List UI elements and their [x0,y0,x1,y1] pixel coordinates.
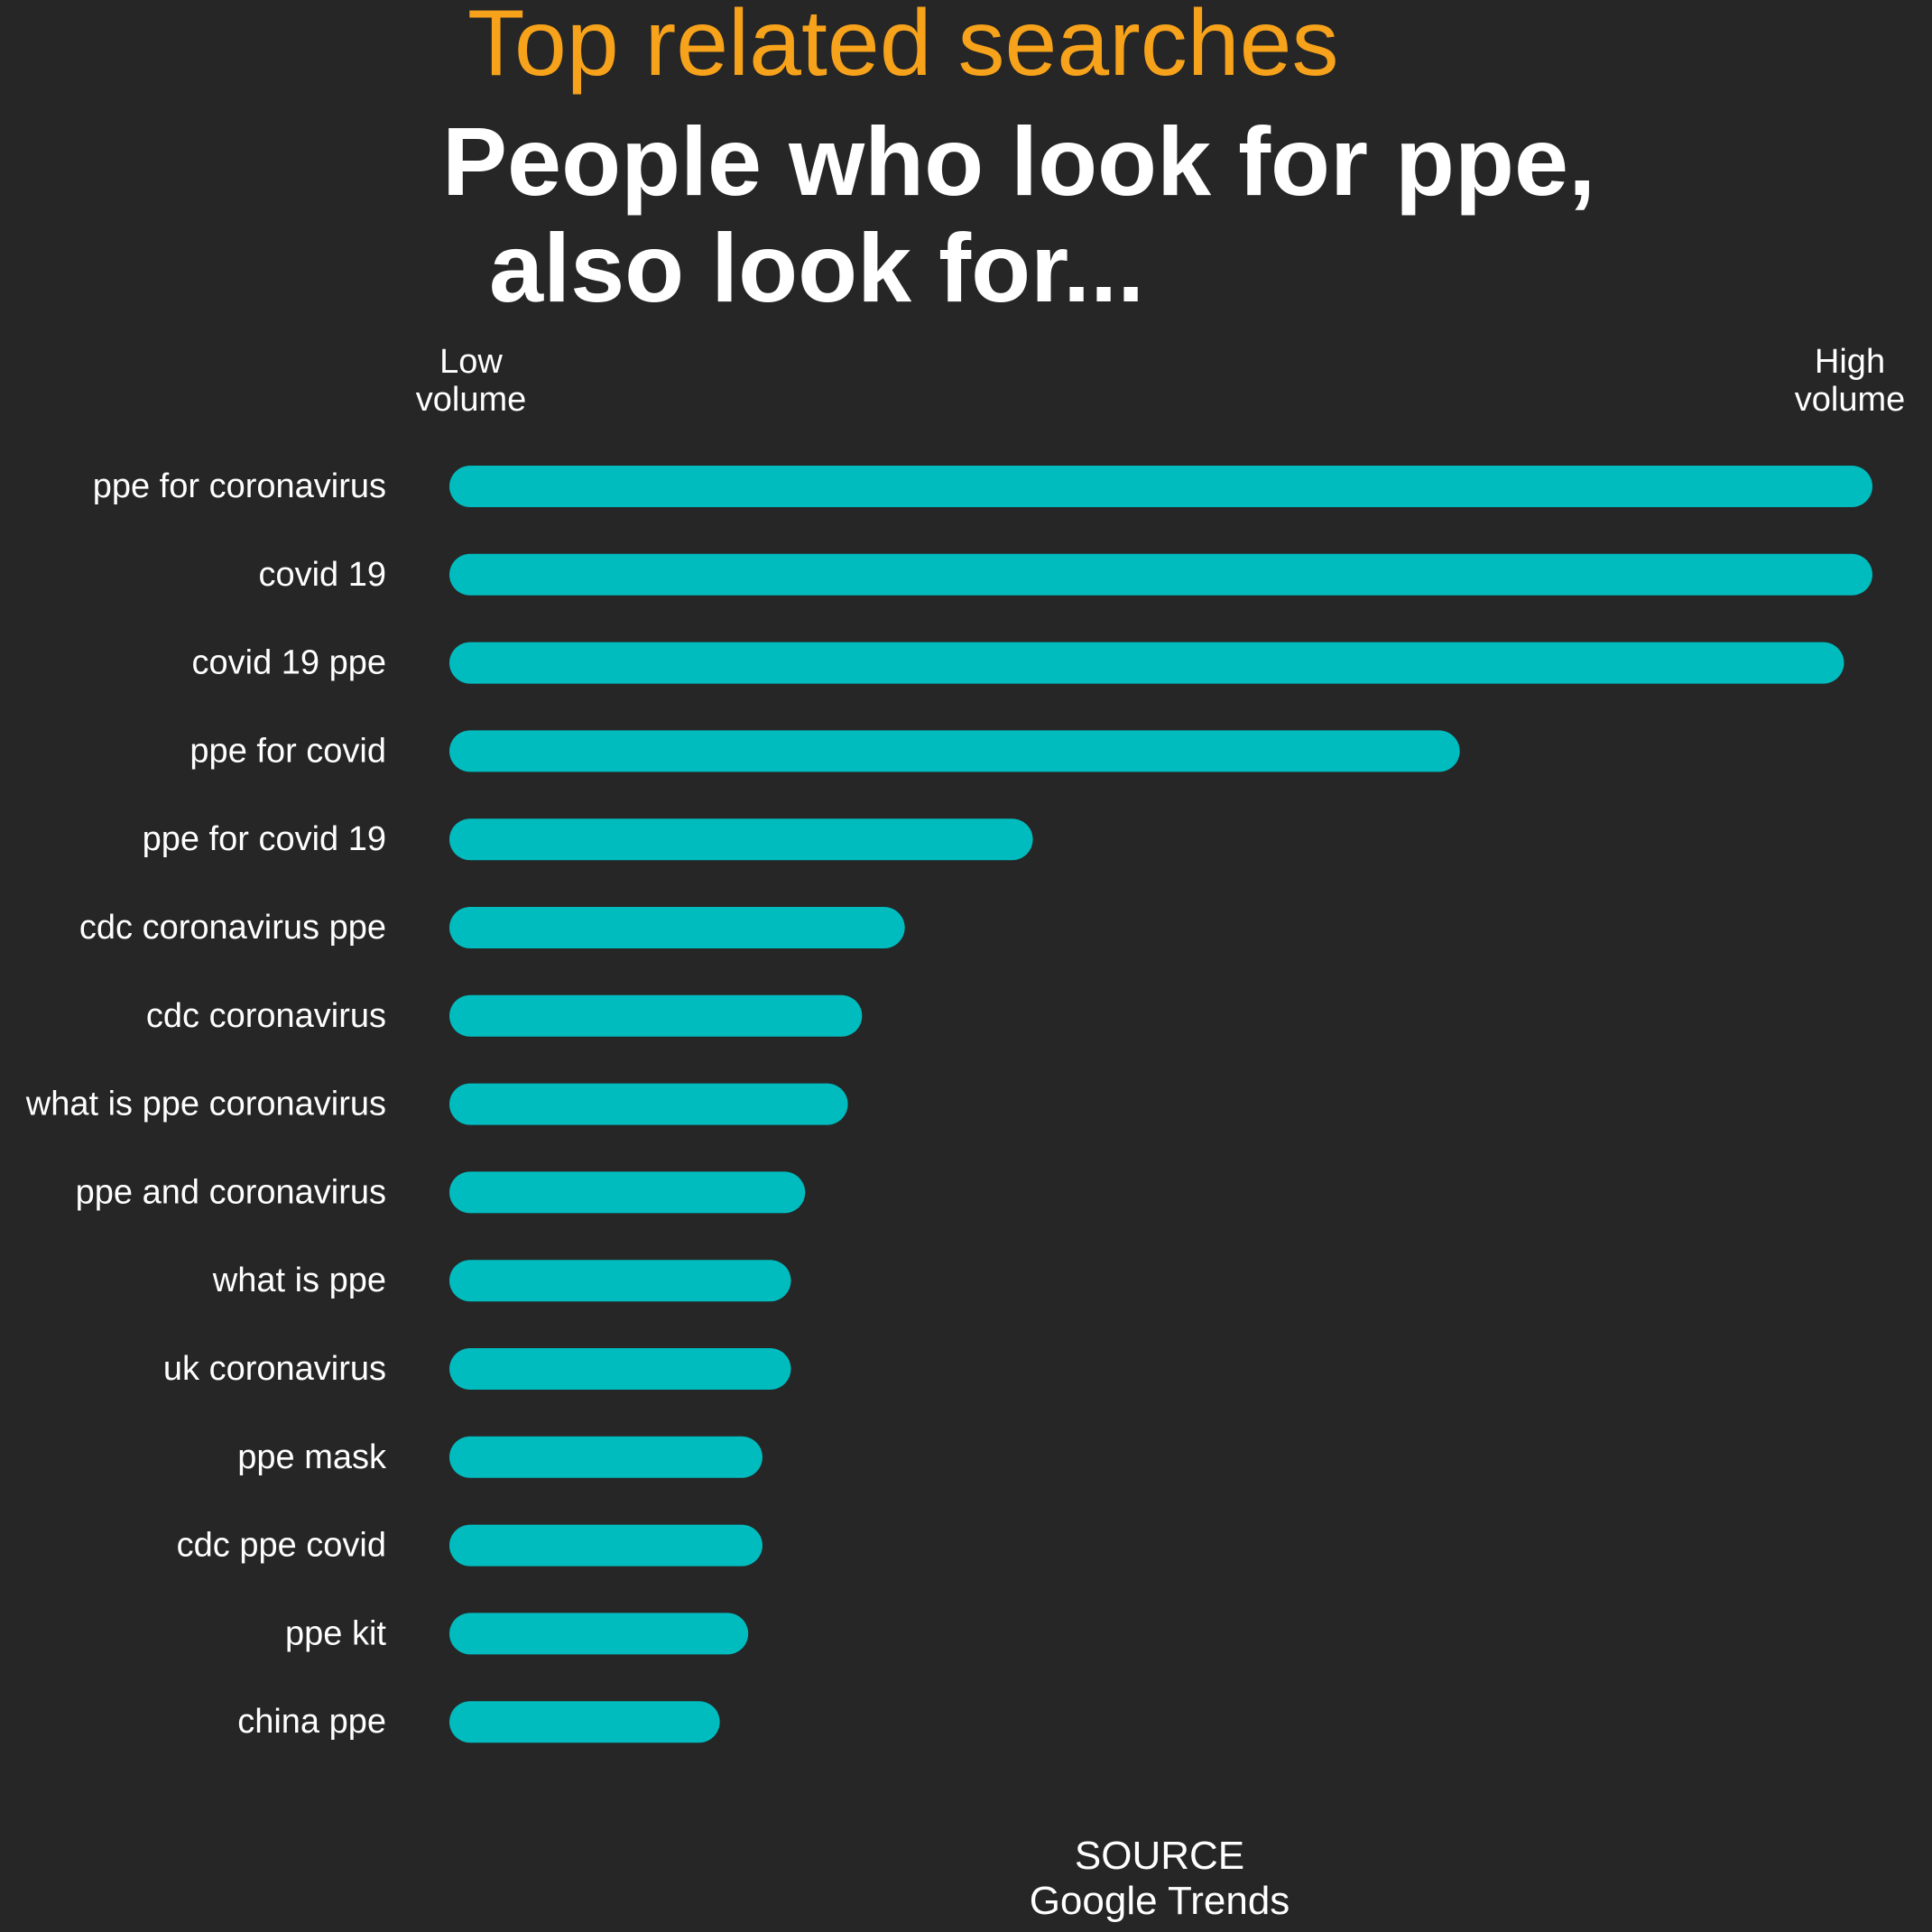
chart-kicker: Top related searches [467,0,1339,96]
bar-2 [449,642,1844,684]
source-name: Google Trends [1029,1879,1290,1923]
bar-0 [449,466,1872,507]
category-label-10: uk coronavirus [163,1350,386,1388]
bar-6 [449,994,863,1037]
low-volume-label: Low volume [415,343,527,419]
bar-4 [449,818,1033,861]
category-label-9: what is ppe [212,1262,386,1299]
bar-7 [449,1083,848,1125]
bar-11 [449,1436,763,1478]
bar-10 [449,1348,791,1390]
headline-line-2: also look for... [489,213,1145,322]
category-label-3: ppe for covid [190,732,386,770]
bar-1 [449,553,1872,596]
bar-14 [449,1701,720,1743]
category-label-14: china ppe [237,1703,386,1741]
category-label-11: ppe mask [237,1438,387,1476]
category-label-5: cdc coronavirus ppe [79,909,386,947]
bar-9 [449,1260,791,1302]
category-label-4: ppe for covid 19 [143,820,386,858]
high-volume-label: High volume [1794,343,1906,419]
headline-line-1: People who look for ppe, [442,106,1596,216]
category-label-13: ppe kit [285,1614,386,1652]
bar-chart: ppe for coronavirus covid 19 covid 19 ppe p… [25,466,1872,1743]
bar-5 [449,907,905,948]
category-label-8: ppe and coronavirus [76,1173,386,1211]
bar-3 [449,730,1460,772]
chart-headline: People who look for ppe, also look for..… [442,108,1595,321]
category-label-0: ppe for coronavirus [93,467,386,505]
bar-8 [449,1171,806,1214]
category-label-7: what is ppe coronavirus [25,1086,386,1123]
source-label: SOURCE [1074,1834,1245,1878]
category-label-6: cdc coronavirus [146,997,386,1035]
bar-13 [449,1613,749,1655]
source-credit: SOURCE Google Trends [966,1834,1354,1924]
category-label-2: covid 19 ppe [192,644,387,682]
category-label-12: cdc ppe covid [177,1527,386,1565]
category-label-1: covid 19 [258,556,386,594]
bar-12 [449,1524,763,1567]
